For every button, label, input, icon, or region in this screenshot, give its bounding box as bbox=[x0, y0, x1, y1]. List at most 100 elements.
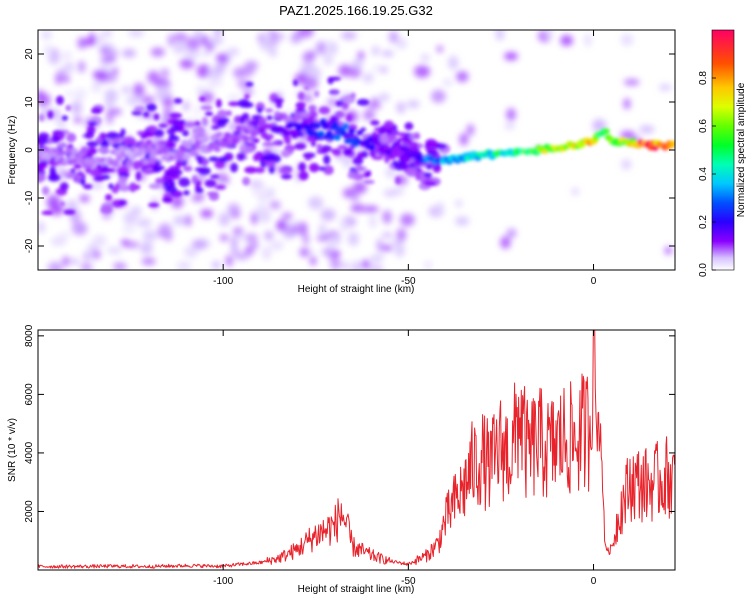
noise-blob bbox=[92, 249, 101, 260]
noise-blob bbox=[361, 259, 371, 270]
ridge-blob bbox=[175, 150, 183, 156]
band-blob bbox=[280, 173, 292, 180]
y-tick-label: 2000 bbox=[24, 500, 35, 523]
noise-blob bbox=[92, 69, 106, 80]
band-blob bbox=[253, 119, 260, 125]
ridge-blob bbox=[38, 150, 46, 156]
noise-blob bbox=[560, 34, 573, 47]
band-blob bbox=[328, 76, 342, 81]
band-blob bbox=[236, 152, 246, 161]
band-blob bbox=[346, 114, 353, 122]
noise-blob bbox=[123, 211, 137, 225]
band-blob bbox=[293, 112, 303, 122]
ridge-blob bbox=[209, 134, 217, 142]
band-blob bbox=[73, 163, 82, 170]
noise-blob bbox=[43, 45, 55, 55]
noise-blob bbox=[230, 245, 239, 255]
ridge-blob bbox=[602, 128, 610, 134]
noise-blob bbox=[147, 70, 160, 84]
noise-blob bbox=[380, 244, 393, 252]
noise-blob bbox=[96, 33, 104, 44]
noise-blob bbox=[267, 187, 275, 199]
band-blob bbox=[316, 143, 323, 151]
noise-blob bbox=[506, 108, 516, 122]
band-blob bbox=[174, 169, 183, 176]
noise-blob bbox=[227, 94, 241, 102]
ridge-blob bbox=[71, 148, 79, 155]
band-blob bbox=[395, 176, 402, 185]
ridge-blob bbox=[262, 124, 270, 130]
band-blob bbox=[63, 209, 76, 215]
snr-panel: -100 -50 0 2000 4000 6000 8000 Height of strai… bbox=[7, 324, 676, 595]
noise-blob bbox=[249, 241, 260, 249]
noise-blob bbox=[639, 125, 655, 134]
band-blob bbox=[256, 107, 263, 114]
noise-blob bbox=[211, 260, 221, 270]
noise-blob bbox=[623, 98, 631, 110]
band-blob bbox=[378, 127, 386, 135]
band-blob bbox=[100, 206, 113, 214]
band-blob bbox=[59, 182, 69, 191]
ridge-blob bbox=[52, 147, 60, 154]
ridge-blob bbox=[317, 130, 325, 138]
noise-blob bbox=[201, 34, 209, 46]
noise-blob bbox=[254, 204, 267, 218]
noise-blob bbox=[62, 256, 70, 267]
colorbar-tick-label: 0.4 bbox=[698, 167, 709, 181]
ridge-blob bbox=[356, 130, 364, 136]
noise-blob bbox=[88, 182, 104, 189]
noise-blob bbox=[506, 228, 517, 239]
noise-blob bbox=[232, 227, 244, 236]
band-blob bbox=[208, 192, 220, 201]
band-blob bbox=[295, 108, 307, 114]
ridge-blob bbox=[142, 159, 150, 165]
ridge-blob bbox=[77, 151, 85, 158]
noise-blob bbox=[331, 235, 342, 246]
noise-blob bbox=[268, 47, 278, 58]
noise-blob bbox=[420, 54, 430, 62]
ridge-blob bbox=[146, 144, 154, 150]
noise-blob bbox=[106, 246, 123, 255]
noise-blob bbox=[620, 33, 634, 46]
ridge-blob bbox=[187, 138, 195, 145]
band-blob bbox=[337, 145, 348, 150]
band-blob bbox=[209, 174, 220, 179]
band-blob bbox=[369, 150, 377, 158]
band-blob bbox=[240, 101, 254, 109]
band-blob bbox=[384, 153, 390, 164]
noise-blob bbox=[46, 198, 58, 207]
noise-blob bbox=[302, 233, 310, 245]
noise-blob bbox=[200, 209, 214, 218]
band-blob bbox=[153, 129, 164, 137]
x-tick-label: 0 bbox=[591, 576, 597, 587]
band-blob bbox=[131, 110, 143, 116]
noise-blob bbox=[324, 39, 332, 47]
noise-blob bbox=[185, 37, 201, 51]
noise-blob bbox=[504, 122, 515, 130]
noise-blob bbox=[388, 30, 399, 44]
x-tick-label: -50 bbox=[401, 276, 416, 287]
ridge-blob bbox=[156, 148, 164, 155]
y-tick-label: -10 bbox=[24, 190, 35, 205]
ridge-blob bbox=[191, 150, 199, 157]
band-blob bbox=[79, 178, 86, 186]
band-blob bbox=[183, 190, 190, 196]
noise-blob bbox=[158, 223, 173, 236]
noise-blob bbox=[367, 72, 374, 81]
noise-blob bbox=[121, 86, 132, 94]
band-blob bbox=[139, 139, 146, 147]
noise-blob bbox=[318, 41, 325, 55]
band-blob bbox=[277, 112, 288, 120]
band-blob bbox=[405, 167, 418, 177]
noise-blob bbox=[454, 216, 470, 226]
band-blob bbox=[204, 111, 214, 117]
noise-blob bbox=[298, 222, 308, 236]
band-blob bbox=[143, 111, 150, 118]
noise-blob bbox=[664, 246, 673, 255]
ridge-blob bbox=[246, 125, 254, 133]
x-tick-label: 0 bbox=[591, 276, 597, 287]
band-blob bbox=[387, 134, 397, 142]
noise-blob bbox=[396, 228, 407, 242]
noise-blob bbox=[299, 247, 310, 258]
band-blob bbox=[332, 148, 342, 156]
